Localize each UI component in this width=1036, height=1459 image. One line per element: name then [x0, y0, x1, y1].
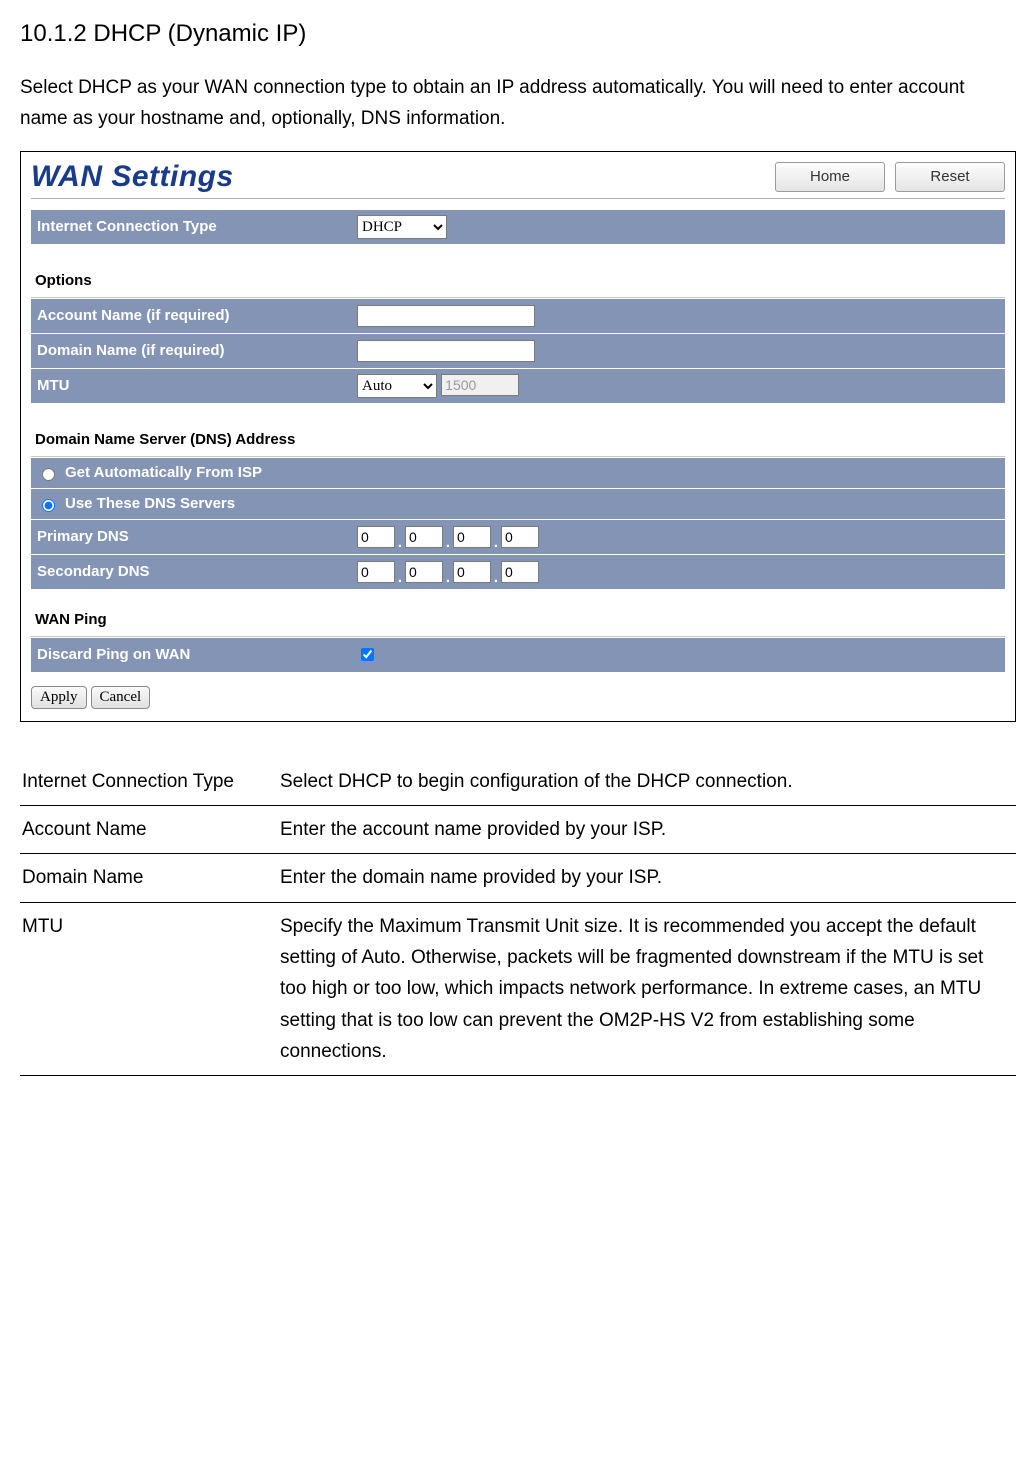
doc-heading: 10.1.2 DHCP (Dynamic IP) — [20, 20, 1016, 48]
primary-dns-group: ... — [357, 526, 1005, 548]
desc-key: Domain Name — [20, 854, 278, 902]
primary-dns-octet-4[interactable] — [501, 526, 539, 548]
wan-settings-panel: WAN Settings Home Reset Internet Connect… — [20, 151, 1016, 722]
table-row: Account Name Enter the account name prov… — [20, 806, 1016, 854]
connection-type-select[interactable]: DHCP — [357, 215, 447, 239]
secondary-dns-group: ... — [357, 561, 1005, 583]
ip-dot: . — [491, 569, 501, 586]
row-dns-auto[interactable]: Get Automatically From ISP — [31, 457, 1005, 488]
row-dns-use[interactable]: Use These DNS Servers — [31, 488, 1005, 519]
mtu-mode-select[interactable]: Auto — [357, 374, 437, 398]
domain-name-label: Domain Name (if required) — [37, 342, 357, 359]
apply-button[interactable]: Apply — [31, 686, 87, 709]
header-buttons: Home Reset — [775, 162, 1005, 192]
row-secondary-dns: Secondary DNS ... — [31, 554, 1005, 589]
ip-dot: . — [491, 534, 501, 551]
dns-use-radio[interactable] — [42, 499, 55, 512]
home-button[interactable]: Home — [775, 162, 885, 192]
ip-dot: . — [443, 534, 453, 551]
row-primary-dns: Primary DNS ... — [31, 519, 1005, 554]
options-heading: Options — [31, 244, 1005, 297]
header-rule — [31, 198, 1005, 199]
primary-dns-octet-3[interactable] — [453, 526, 491, 548]
table-row: MTU Specify the Maximum Transmit Unit si… — [20, 902, 1016, 1076]
footer-buttons: Apply Cancel — [31, 686, 1005, 709]
dns-auto-radio[interactable] — [42, 468, 55, 481]
doc-intro: Select DHCP as your WAN connection type … — [20, 72, 1016, 135]
desc-value: Enter the domain name provided by your I… — [278, 854, 1016, 902]
desc-key: Account Name — [20, 806, 278, 854]
secondary-dns-octet-1[interactable] — [357, 561, 395, 583]
primary-dns-label: Primary DNS — [37, 528, 357, 545]
desc-value: Specify the Maximum Transmit Unit size. … — [278, 902, 1016, 1076]
discard-ping-label: Discard Ping on WAN — [37, 646, 357, 663]
mtu-label: MTU — [37, 377, 357, 394]
ip-dot: . — [395, 534, 405, 551]
dns-use-label: Use These DNS Servers — [65, 495, 235, 512]
ip-dot: . — [395, 569, 405, 586]
ip-dot: . — [443, 569, 453, 586]
dns-auto-label: Get Automatically From ISP — [65, 464, 262, 481]
account-name-input[interactable] — [357, 305, 535, 327]
desc-value: Enter the account name provided by your … — [278, 806, 1016, 854]
desc-key: Internet Connection Type — [20, 758, 278, 806]
reset-button[interactable]: Reset — [895, 162, 1005, 192]
panel-header: WAN Settings Home Reset — [31, 160, 1005, 194]
table-row: Internet Connection Type Select DHCP to … — [20, 758, 1016, 806]
desc-key: MTU — [20, 902, 278, 1076]
row-mtu: MTU Auto — [31, 368, 1005, 403]
secondary-dns-octet-3[interactable] — [453, 561, 491, 583]
secondary-dns-octet-2[interactable] — [405, 561, 443, 583]
account-name-label: Account Name (if required) — [37, 307, 357, 324]
table-row: Domain Name Enter the domain name provid… — [20, 854, 1016, 902]
secondary-dns-label: Secondary DNS — [37, 563, 357, 580]
row-discard-ping: Discard Ping on WAN — [31, 637, 1005, 672]
wanping-heading: WAN Ping — [31, 589, 1005, 636]
row-domain-name: Domain Name (if required) — [31, 333, 1005, 368]
row-connection-type: Internet Connection Type DHCP — [31, 209, 1005, 244]
dns-heading: Domain Name Server (DNS) Address — [31, 403, 1005, 456]
cancel-button[interactable]: Cancel — [91, 686, 151, 709]
primary-dns-octet-2[interactable] — [405, 526, 443, 548]
desc-value: Select DHCP to begin configuration of th… — [278, 758, 1016, 806]
discard-ping-checkbox[interactable] — [361, 648, 374, 661]
mtu-value-input — [441, 374, 519, 396]
row-account-name: Account Name (if required) — [31, 298, 1005, 333]
secondary-dns-octet-4[interactable] — [501, 561, 539, 583]
panel-title: WAN Settings — [31, 160, 234, 194]
domain-name-input[interactable] — [357, 340, 535, 362]
primary-dns-octet-1[interactable] — [357, 526, 395, 548]
connection-type-label: Internet Connection Type — [37, 218, 357, 235]
description-table: Internet Connection Type Select DHCP to … — [20, 758, 1016, 1077]
